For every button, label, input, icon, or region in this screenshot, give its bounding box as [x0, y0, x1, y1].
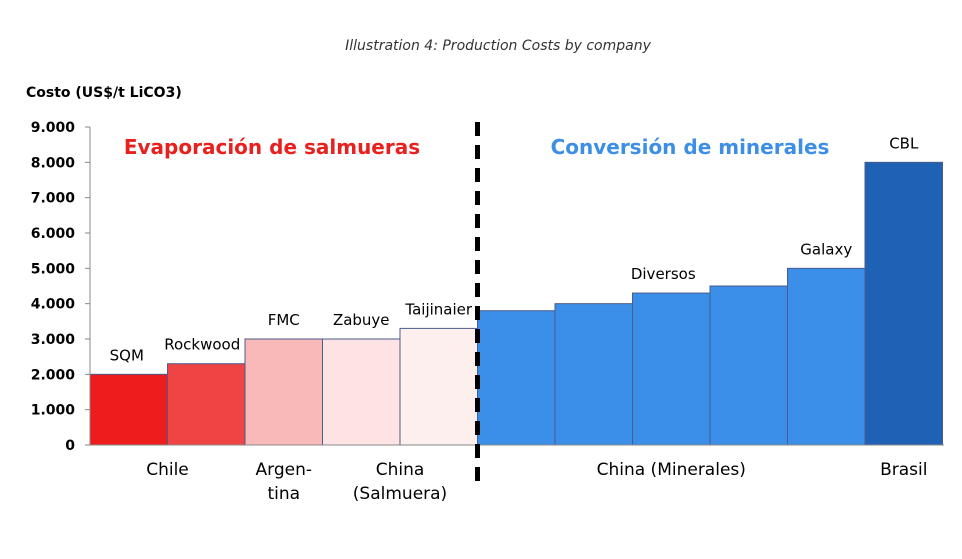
y-tick-label: 0 — [65, 438, 75, 454]
bar — [864, 161, 943, 446]
bar — [244, 338, 323, 446]
bar — [787, 267, 866, 446]
bar-label: SQM — [110, 346, 144, 364]
country-group-label: Argen- — [256, 460, 312, 480]
bars — [89, 161, 943, 446]
y-tick-label: 6.000 — [31, 226, 76, 242]
chart-caption: Illustration 4: Production Costs by comp… — [345, 38, 651, 54]
y-axis-ticks: 0 1.000 2.000 3.000 4.000 5.000 6.000 7.000 8.00… — [31, 120, 90, 454]
bar-label: FMC — [268, 311, 300, 329]
bar — [167, 363, 246, 446]
bar-label: Galaxy — [800, 240, 852, 258]
y-axis-title: Costo (US$/t LiCO3) — [26, 85, 182, 101]
country-group-label: Chile — [146, 460, 189, 480]
bar-label: CBL — [889, 134, 919, 152]
country-group-label: tina — [267, 484, 300, 504]
bar — [399, 327, 478, 446]
y-tick-label: 5.000 — [31, 261, 76, 277]
bar — [632, 292, 711, 446]
bar-label: Diversos — [631, 265, 696, 283]
section-label-evaporacion: Evaporación de salmueras — [124, 135, 420, 159]
bar — [554, 303, 633, 446]
country-group-label: China (Minerales) — [597, 460, 746, 480]
y-tick-label: 4.000 — [31, 297, 76, 313]
section-label-conversion: Conversión de minerales — [551, 135, 830, 159]
y-tick-label: 8.000 — [31, 155, 76, 171]
bar-label: Rockwood — [164, 336, 240, 354]
country-group-label: (Salmuera) — [353, 484, 447, 504]
y-tick-label: 9.000 — [31, 120, 76, 136]
bar — [709, 285, 788, 446]
country-group-label: Brasil — [880, 460, 927, 480]
y-tick-label: 1.000 — [31, 403, 76, 419]
bar-label: Zabuye — [333, 311, 390, 329]
bar — [477, 310, 556, 446]
bar-labels: SQM Rockwood FMC Zabuye Taijinaier Diversos Ga… — [110, 134, 919, 364]
bar-label: Taijinaier — [404, 300, 472, 318]
country-group-labels: Chile Argen-tina China (Salmuera) China (Min… — [146, 460, 927, 504]
y-tick-label: 3.000 — [31, 332, 76, 348]
bar — [322, 338, 401, 446]
country-group-label: China — [376, 460, 425, 480]
bar — [89, 373, 168, 446]
y-tick-label: 7.000 — [31, 191, 76, 207]
y-tick-label: 2.000 — [31, 367, 76, 383]
